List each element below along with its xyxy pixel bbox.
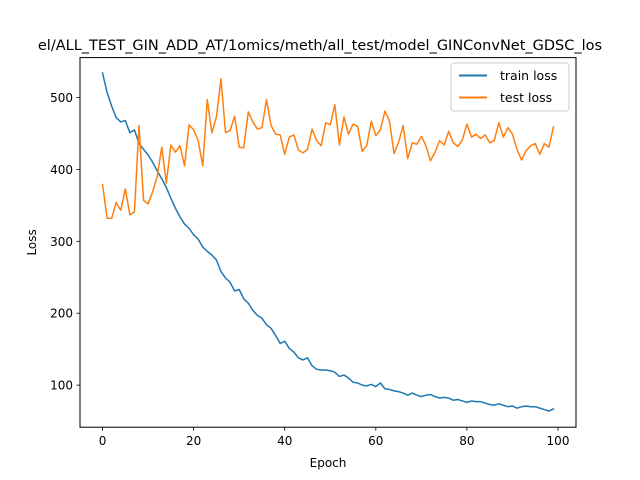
y-tick-label: 200 xyxy=(50,307,73,321)
x-axis-label: Epoch xyxy=(310,456,347,470)
x-axis-ticks: 0 20 40 60 80 100 xyxy=(99,427,570,448)
series-line-test-loss xyxy=(101,78,555,220)
chart-title: el/ALL_TEST_GIN_ADD_AT/1omics/meth/all_t… xyxy=(38,38,602,54)
axes-frame xyxy=(79,57,577,428)
x-tick-label: 80 xyxy=(459,434,474,448)
y-tick-label: 100 xyxy=(50,379,73,393)
x-tick-label: 100 xyxy=(547,434,570,448)
legend-label-test-loss: test loss xyxy=(500,90,552,105)
plot-area xyxy=(79,57,577,428)
y-tick-label: 500 xyxy=(50,91,73,105)
series-layer xyxy=(101,72,555,412)
y-tick-label: 400 xyxy=(50,163,73,177)
x-tick-label: 0 xyxy=(99,434,107,448)
y-axis-ticks: 100 200 300 400 500 xyxy=(50,91,80,393)
y-tick-label: 300 xyxy=(50,235,73,249)
y-axis-label: Loss xyxy=(25,229,39,255)
x-tick-label: 60 xyxy=(368,434,383,448)
x-tick-label: 20 xyxy=(186,434,201,448)
x-tick-label: 40 xyxy=(277,434,292,448)
legend-label-train-loss: train loss xyxy=(500,68,557,83)
series-line-train-loss xyxy=(101,72,555,412)
legend: train loss test loss xyxy=(450,62,570,112)
